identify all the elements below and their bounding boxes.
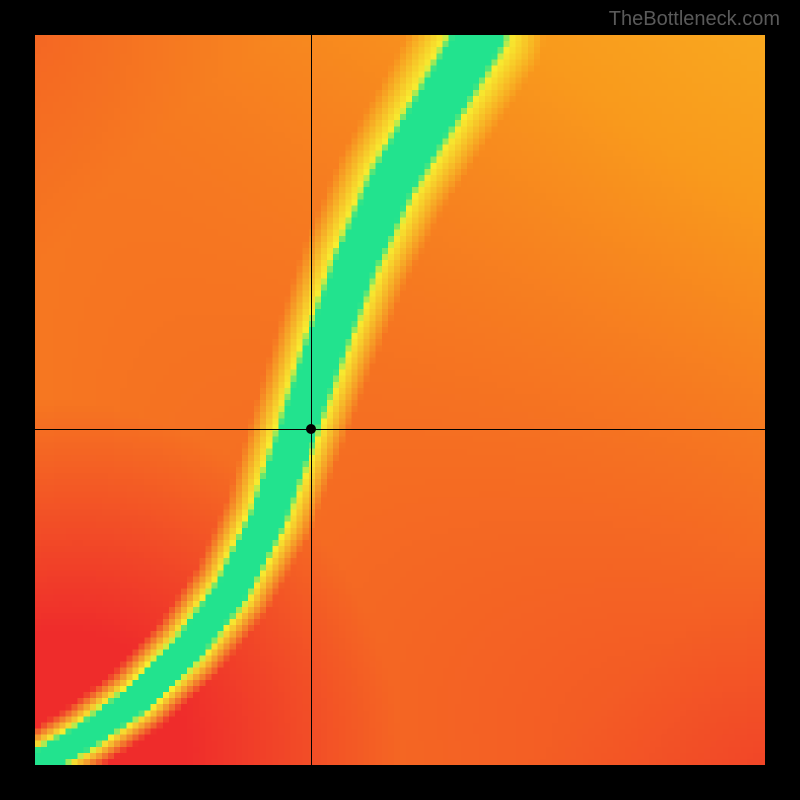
heatmap-plot xyxy=(35,35,765,765)
watermark-text: TheBottleneck.com xyxy=(609,8,780,31)
crosshair-horizontal xyxy=(35,429,765,430)
crosshair-marker xyxy=(306,424,316,434)
heatmap-canvas xyxy=(35,35,765,765)
crosshair-vertical xyxy=(311,35,312,765)
